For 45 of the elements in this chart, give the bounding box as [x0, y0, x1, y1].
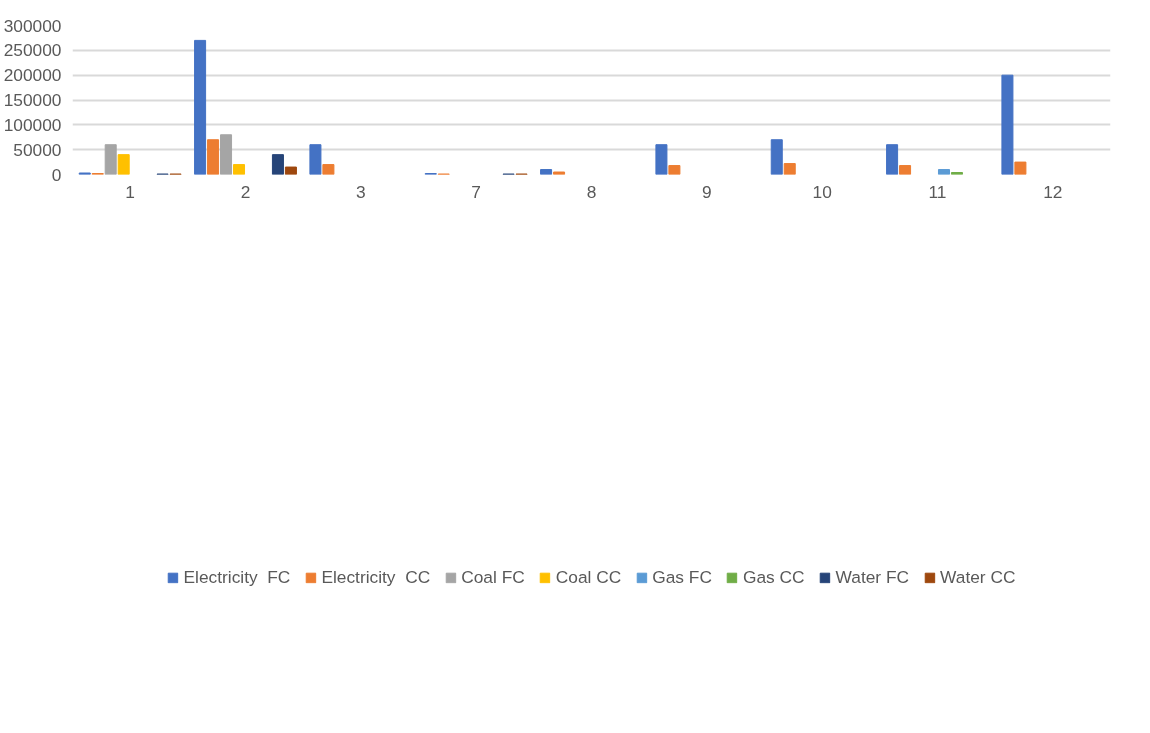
legend-label: Electricity CC	[321, 566, 431, 588]
bar	[1014, 161, 1027, 175]
bar	[104, 144, 117, 175]
x-tick-label: 10	[812, 181, 832, 202]
bar	[553, 171, 566, 175]
legend-label: Coal CC	[555, 566, 622, 588]
bar	[207, 139, 220, 175]
bar	[886, 144, 899, 175]
x-tick-label: 12	[1043, 181, 1063, 202]
legend-label: Electricity FC	[183, 566, 291, 588]
bar	[937, 169, 950, 175]
x-tick-label: 3	[356, 181, 366, 202]
bar	[271, 154, 284, 175]
y-tick-label: 250000	[3, 40, 62, 61]
bar	[322, 164, 335, 175]
x-tick-label: 11	[928, 181, 947, 202]
bar	[668, 165, 681, 175]
y-tick-label: 100000	[3, 114, 62, 135]
bar	[540, 169, 553, 175]
bar	[655, 144, 668, 175]
y-tick-label: 150000	[3, 90, 62, 110]
y-tick-label: 50000	[13, 139, 62, 160]
bar	[233, 164, 246, 175]
x-tick-label: 9	[702, 181, 712, 202]
legend-label: Coal FC	[461, 566, 525, 588]
bar	[1001, 74, 1014, 175]
legend-label: Water FC	[835, 566, 910, 588]
bar	[783, 163, 796, 175]
y-tick-label: 200000	[3, 65, 62, 86]
legend-label: Gas FC	[652, 566, 712, 588]
bar	[309, 144, 322, 175]
bar	[220, 134, 233, 175]
x-tick-label: 8	[586, 181, 597, 202]
bar	[899, 165, 912, 175]
legend-label: Water CC	[940, 566, 1016, 588]
legend-label: Gas CC	[742, 566, 805, 588]
y-tick-label: 300000	[3, 15, 62, 36]
bar	[194, 39, 207, 175]
bar	[770, 139, 783, 175]
x-tick-label: 7	[471, 181, 481, 202]
bar	[117, 154, 130, 175]
x-tick-label: 1	[125, 181, 135, 202]
bar	[284, 166, 297, 175]
y-tick-label: 0	[51, 164, 62, 185]
x-tick-label: 2	[240, 181, 251, 202]
